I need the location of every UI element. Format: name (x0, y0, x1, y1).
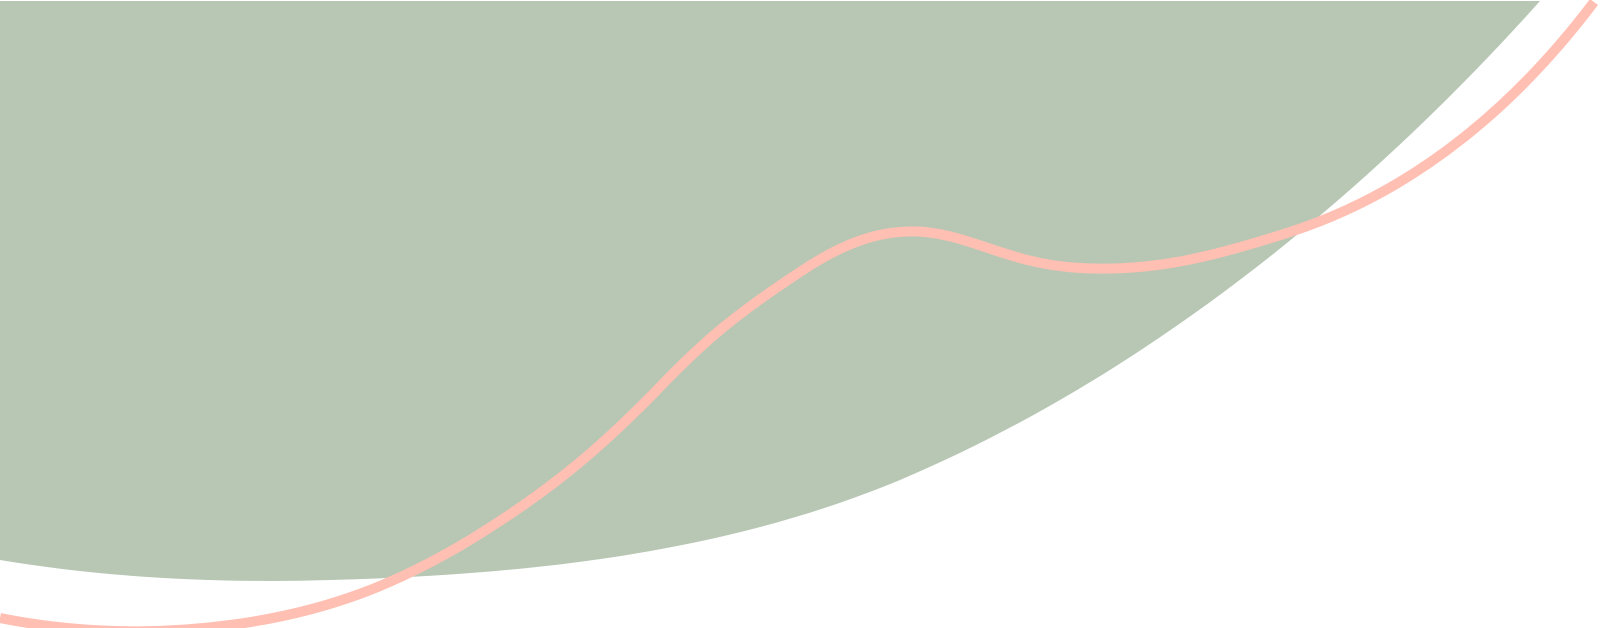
decorative-background (0, 0, 1598, 628)
pink-wave-line (0, 0, 1598, 628)
